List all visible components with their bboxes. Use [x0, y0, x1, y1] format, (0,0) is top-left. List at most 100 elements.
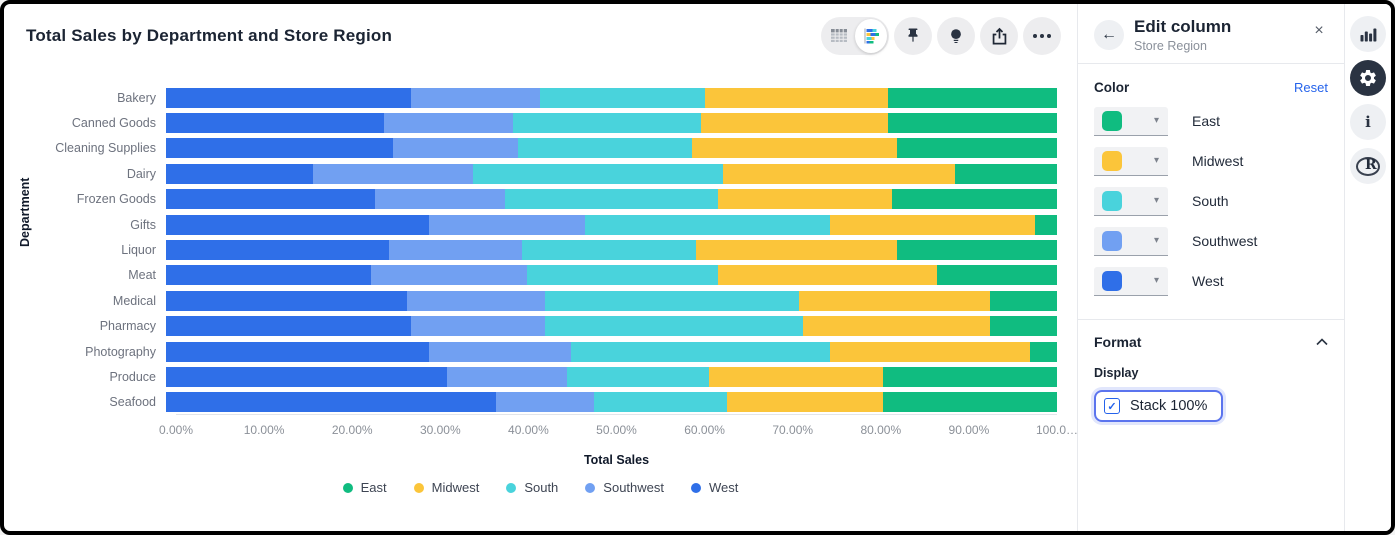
bar-segment-south[interactable]: [571, 341, 830, 362]
bar-segment-midwest[interactable]: [718, 189, 893, 210]
bar-segment-southwest[interactable]: [393, 138, 518, 159]
bar-segment-west[interactable]: [166, 366, 447, 387]
bar-segment-south[interactable]: [526, 265, 719, 286]
bar-segment-east[interactable]: [896, 240, 1057, 261]
collapse-section-button[interactable]: [1316, 338, 1328, 346]
bar-segment-east[interactable]: [1034, 214, 1057, 235]
pin-button[interactable]: [894, 17, 932, 55]
bar-segment-west[interactable]: [166, 392, 496, 413]
stacked-bar[interactable]: [166, 366, 1057, 387]
stacked-bar[interactable]: [166, 189, 1057, 210]
stacked-bar[interactable]: [166, 163, 1057, 184]
bar-segment-west[interactable]: [166, 214, 429, 235]
bar-segment-east[interactable]: [892, 189, 1057, 210]
color-swatch-dropdown[interactable]: ▾: [1094, 266, 1168, 296]
stacked-bar[interactable]: [166, 341, 1057, 362]
more-options-button[interactable]: [1023, 17, 1061, 55]
reset-link[interactable]: Reset: [1294, 80, 1328, 95]
bar-segment-west[interactable]: [166, 316, 412, 337]
bar-segment-east[interactable]: [883, 392, 1057, 413]
bar-segment-south[interactable]: [473, 163, 723, 184]
bar-segment-east[interactable]: [887, 113, 1057, 134]
table-view-button[interactable]: [823, 19, 855, 53]
bar-segment-southwest[interactable]: [388, 240, 523, 261]
bar-segment-south[interactable]: [504, 189, 719, 210]
bar-segment-east[interactable]: [954, 163, 1057, 184]
bar-segment-midwest[interactable]: [709, 366, 884, 387]
bar-segment-south[interactable]: [517, 138, 692, 159]
bar-segment-southwest[interactable]: [411, 316, 545, 337]
bar-segment-midwest[interactable]: [798, 290, 991, 311]
bar-segment-southwest[interactable]: [370, 265, 527, 286]
stacked-bar[interactable]: [166, 113, 1057, 134]
chart-view-button[interactable]: [855, 19, 887, 53]
share-button[interactable]: [980, 17, 1018, 55]
bar-segment-east[interactable]: [887, 87, 1057, 108]
bar-segment-east[interactable]: [990, 316, 1057, 337]
checkbox-checked-icon[interactable]: ✓: [1104, 398, 1120, 414]
bar-segment-midwest[interactable]: [727, 392, 884, 413]
bar-segment-midwest[interactable]: [803, 316, 991, 337]
bar-segment-east[interactable]: [883, 366, 1057, 387]
bar-segment-west[interactable]: [166, 240, 389, 261]
bar-segment-south[interactable]: [540, 87, 706, 108]
bar-segment-west[interactable]: [166, 290, 407, 311]
rail-chart-button[interactable]: [1350, 16, 1386, 52]
rail-r-button[interactable]: R: [1350, 148, 1386, 184]
stacked-bar[interactable]: [166, 87, 1057, 108]
back-button[interactable]: ←: [1094, 20, 1124, 50]
bar-segment-west[interactable]: [166, 341, 429, 362]
color-swatch-dropdown[interactable]: ▾: [1094, 106, 1168, 136]
bar-segment-southwest[interactable]: [313, 163, 474, 184]
bar-segment-southwest[interactable]: [411, 87, 541, 108]
bar-segment-midwest[interactable]: [700, 113, 888, 134]
bar-segment-southwest[interactable]: [375, 189, 505, 210]
bar-segment-southwest[interactable]: [495, 392, 594, 413]
bar-segment-west[interactable]: [166, 87, 412, 108]
bar-segment-east[interactable]: [1030, 341, 1057, 362]
bar-segment-west[interactable]: [166, 138, 394, 159]
bar-segment-east[interactable]: [896, 138, 1057, 159]
bar-segment-midwest[interactable]: [691, 138, 897, 159]
bar-segment-midwest[interactable]: [718, 265, 937, 286]
bar-segment-south[interactable]: [513, 113, 701, 134]
color-swatch-dropdown[interactable]: ▾: [1094, 226, 1168, 256]
bar-segment-west[interactable]: [166, 113, 385, 134]
color-swatch-dropdown[interactable]: ▾: [1094, 146, 1168, 176]
bar-segment-south[interactable]: [544, 290, 799, 311]
bar-segment-southwest[interactable]: [406, 290, 545, 311]
close-button[interactable]: ×: [1308, 20, 1330, 42]
stacked-bar[interactable]: [166, 290, 1057, 311]
bar-segment-west[interactable]: [166, 265, 371, 286]
stack-100-checkbox-control[interactable]: ✓ Stack 100%: [1094, 390, 1224, 422]
bar-segment-southwest[interactable]: [446, 366, 567, 387]
bar-segment-west[interactable]: [166, 163, 313, 184]
stacked-bar[interactable]: [166, 392, 1057, 413]
rail-info-button[interactable]: i: [1350, 104, 1386, 140]
ellipsis-icon: [1033, 34, 1051, 38]
bar-segment-south[interactable]: [584, 214, 830, 235]
bar-segment-south[interactable]: [544, 316, 804, 337]
stacked-bar[interactable]: [166, 240, 1057, 261]
bar-segment-southwest[interactable]: [428, 214, 585, 235]
bar-segment-southwest[interactable]: [384, 113, 514, 134]
insights-button[interactable]: [937, 17, 975, 55]
bar-segment-south[interactable]: [593, 392, 728, 413]
bar-segment-midwest[interactable]: [829, 341, 1031, 362]
bar-segment-midwest[interactable]: [722, 163, 955, 184]
bar-segment-south[interactable]: [522, 240, 697, 261]
color-swatch-dropdown[interactable]: ▾: [1094, 186, 1168, 216]
bar-segment-east[interactable]: [990, 290, 1057, 311]
rail-settings-button[interactable]: [1350, 60, 1386, 96]
bar-segment-midwest[interactable]: [705, 87, 888, 108]
bar-segment-southwest[interactable]: [428, 341, 572, 362]
bar-segment-south[interactable]: [566, 366, 710, 387]
bar-segment-west[interactable]: [166, 189, 376, 210]
bar-segment-midwest[interactable]: [829, 214, 1035, 235]
bar-segment-east[interactable]: [936, 265, 1057, 286]
stacked-bar[interactable]: [166, 265, 1057, 286]
stacked-bar[interactable]: [166, 138, 1057, 159]
stacked-bar[interactable]: [166, 316, 1057, 337]
bar-segment-midwest[interactable]: [696, 240, 897, 261]
stacked-bar[interactable]: [166, 214, 1057, 235]
